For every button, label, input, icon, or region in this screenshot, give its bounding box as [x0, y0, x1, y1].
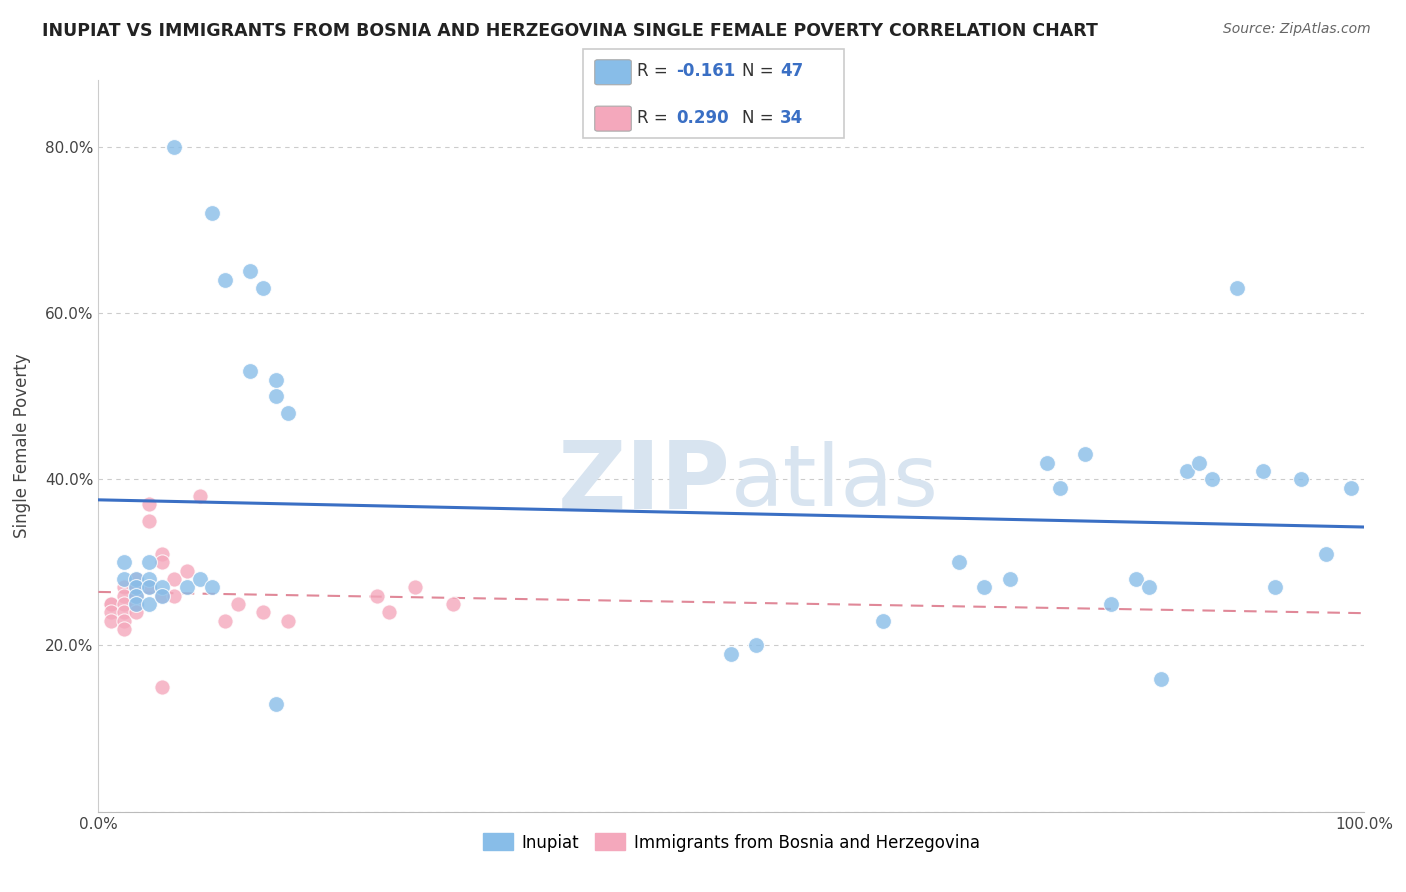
Point	[998, 572, 1021, 586]
Point	[1175, 464, 1198, 478]
Point	[125, 589, 148, 603]
Point	[163, 572, 186, 586]
Point	[1150, 672, 1173, 686]
Point	[138, 597, 160, 611]
Point	[150, 589, 173, 603]
Point	[239, 364, 262, 378]
Point	[1125, 572, 1147, 586]
Point	[1074, 447, 1097, 461]
Text: N =: N =	[742, 62, 779, 80]
Point	[112, 589, 135, 603]
Point	[264, 389, 287, 403]
Point	[125, 597, 148, 611]
Point	[366, 589, 388, 603]
Point	[404, 580, 426, 594]
Point	[1340, 481, 1362, 495]
Text: 47: 47	[780, 62, 804, 80]
Point	[872, 614, 894, 628]
Text: R =: R =	[637, 109, 673, 127]
Point	[252, 605, 274, 619]
Point	[378, 605, 401, 619]
Point	[973, 580, 995, 594]
Point	[201, 580, 224, 594]
Point	[201, 206, 224, 220]
Point	[1264, 580, 1286, 594]
Point	[138, 580, 160, 594]
Text: atlas: atlas	[731, 441, 939, 524]
Point	[188, 572, 211, 586]
Point	[112, 614, 135, 628]
Point	[138, 572, 160, 586]
Point	[125, 589, 148, 603]
Point	[277, 406, 299, 420]
Point	[150, 555, 173, 569]
Point	[1201, 472, 1223, 486]
Text: Source: ZipAtlas.com: Source: ZipAtlas.com	[1223, 22, 1371, 37]
Point	[264, 697, 287, 711]
Point	[264, 372, 287, 386]
Point	[138, 497, 160, 511]
Point	[188, 489, 211, 503]
Text: R =: R =	[637, 62, 673, 80]
Point	[214, 273, 236, 287]
Text: ZIP: ZIP	[558, 436, 731, 529]
Point	[176, 580, 198, 594]
Point	[125, 572, 148, 586]
Point	[150, 547, 173, 561]
Point	[1137, 580, 1160, 594]
Point	[112, 580, 135, 594]
Point	[125, 580, 148, 594]
Point	[150, 680, 173, 694]
Point	[720, 647, 742, 661]
Text: -0.161: -0.161	[676, 62, 735, 80]
Point	[1099, 597, 1122, 611]
Point	[163, 140, 186, 154]
Point	[125, 580, 148, 594]
Point	[138, 580, 160, 594]
Point	[100, 597, 122, 611]
Point	[277, 614, 299, 628]
Point	[239, 264, 262, 278]
Point	[125, 597, 148, 611]
Text: 34: 34	[780, 109, 804, 127]
Point	[441, 597, 464, 611]
Text: INUPIAT VS IMMIGRANTS FROM BOSNIA AND HERZEGOVINA SINGLE FEMALE POVERTY CORRELAT: INUPIAT VS IMMIGRANTS FROM BOSNIA AND HE…	[42, 22, 1098, 40]
Point	[138, 555, 160, 569]
Point	[1226, 281, 1249, 295]
Point	[1251, 464, 1274, 478]
Point	[112, 622, 135, 636]
Point	[214, 614, 236, 628]
Text: N =: N =	[742, 109, 779, 127]
Point	[1315, 547, 1337, 561]
Point	[252, 281, 274, 295]
Point	[112, 555, 135, 569]
Point	[1049, 481, 1071, 495]
Point	[100, 614, 122, 628]
Point	[100, 605, 122, 619]
Point	[150, 589, 173, 603]
Point	[1188, 456, 1211, 470]
Point	[100, 597, 122, 611]
Point	[1289, 472, 1312, 486]
Point	[112, 572, 135, 586]
Point	[125, 572, 148, 586]
Point	[1036, 456, 1059, 470]
Point	[112, 597, 135, 611]
Point	[176, 564, 198, 578]
Point	[125, 605, 148, 619]
Point	[226, 597, 249, 611]
Y-axis label: Single Female Poverty: Single Female Poverty	[13, 354, 31, 538]
Point	[138, 514, 160, 528]
Point	[745, 639, 768, 653]
Text: 0.290: 0.290	[676, 109, 728, 127]
Point	[150, 580, 173, 594]
Point	[948, 555, 970, 569]
Point	[112, 605, 135, 619]
Point	[163, 589, 186, 603]
Legend: Inupiat, Immigrants from Bosnia and Herzegovina: Inupiat, Immigrants from Bosnia and Herz…	[477, 827, 986, 858]
